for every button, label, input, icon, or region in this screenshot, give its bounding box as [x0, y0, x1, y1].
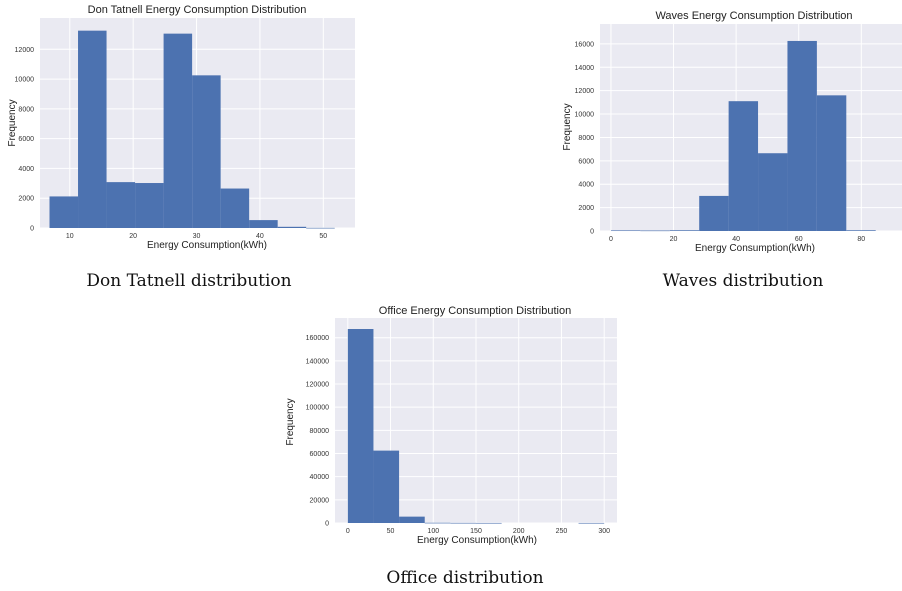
x-tick-label: 0 [346, 528, 350, 535]
y-axis-label: Frequency [562, 103, 573, 150]
x-tick-label: 20 [129, 233, 137, 240]
y-tick-label: 8000 [18, 106, 34, 113]
x-tick-label: 50 [319, 233, 327, 240]
histogram-bar [476, 523, 502, 524]
x-tick-label: 10 [66, 233, 74, 240]
histogram-bar [221, 189, 250, 228]
waves-histogram: 0 2000 4000 6000 8000 10000 12000 14000 16000 0 20… [555, 0, 902, 262]
y-axis-label: Frequency [7, 99, 18, 146]
y-tick-label: 4000 [18, 166, 34, 173]
office-figure: 0 20000 40000 60000 80000 100000 120000 140000 1… [280, 300, 630, 562]
x-axis-label: Energy Consumption(kWh) [147, 240, 267, 251]
histogram-bar [579, 523, 605, 524]
y-tick-label: 12000 [575, 88, 595, 95]
waves-figure: 0 2000 4000 6000 8000 10000 12000 14000 16000 0 20… [555, 0, 902, 262]
histogram-bar [611, 230, 640, 231]
office-histogram: 0 20000 40000 60000 80000 100000 120000 140000 1… [280, 300, 630, 562]
histogram-bar [249, 220, 278, 228]
histogram-bar [450, 523, 476, 524]
chart-title: Waves Energy Consumption Distribution [655, 10, 852, 22]
histogram-bar [373, 451, 399, 523]
x-tick-label: 150 [470, 528, 482, 535]
x-tick-label: 60 [795, 236, 803, 243]
y-tick-label: 20000 [310, 497, 330, 504]
histogram-bar [78, 31, 107, 228]
don-tatnell-figure: 0 2000 4000 6000 8000 10000 12000 10 20 30 40 50 Do… [0, 0, 380, 262]
y-tick-label: 8000 [578, 135, 594, 142]
histogram-bar [670, 230, 699, 231]
chart-title: Office Energy Consumption Distribution [379, 305, 571, 317]
x-tick-label: 30 [193, 233, 201, 240]
y-tick-label: 120000 [306, 382, 329, 389]
histogram-bar [817, 95, 846, 231]
histogram-bar [107, 182, 136, 228]
y-tick-label: 80000 [310, 428, 330, 435]
x-tick-label: 0 [609, 236, 613, 243]
y-tick-label: 10000 [15, 77, 35, 84]
y-tick-label: 40000 [310, 474, 330, 481]
x-tick-label: 300 [598, 528, 610, 535]
y-tick-label: 12000 [15, 47, 35, 54]
y-tick-label: 2000 [18, 196, 34, 203]
y-tick-label: 2000 [578, 205, 594, 212]
x-tick-label: 20 [670, 236, 678, 243]
y-tick-label: 160000 [306, 335, 329, 342]
y-tick-label: 0 [30, 226, 34, 233]
x-tick-label: 40 [256, 233, 264, 240]
y-tick-label: 16000 [575, 41, 595, 48]
don-tatnell-caption: Don Tatnell distribution [40, 271, 338, 291]
y-tick-label: 6000 [18, 136, 34, 143]
y-tick-label: 60000 [310, 451, 330, 458]
histogram-bar [278, 227, 307, 228]
chart-title: Don Tatnell Energy Consumption Distribut… [88, 4, 307, 16]
y-tick-label: 0 [590, 229, 594, 236]
x-tick-label: 200 [513, 528, 525, 535]
x-tick-label: 50 [387, 528, 395, 535]
histogram-bar [640, 231, 669, 232]
don-tatnell-histogram: 0 2000 4000 6000 8000 10000 12000 10 20 30 40 50 Do… [0, 0, 380, 262]
x-tick-label: 250 [556, 528, 568, 535]
waves-caption: Waves distribution [645, 271, 841, 291]
y-tick-label: 4000 [578, 182, 594, 189]
y-axis-label: Frequency [285, 398, 296, 445]
histogram-bar [699, 196, 728, 231]
x-tick-label: 100 [427, 528, 439, 535]
histogram-bar [348, 329, 374, 523]
y-tick-label: 14000 [575, 65, 595, 72]
histogram-bar [399, 517, 425, 523]
y-tick-label: 10000 [575, 112, 595, 119]
histogram-bar [306, 228, 335, 229]
office-caption: Office distribution [365, 568, 565, 588]
histogram-bar [846, 230, 875, 231]
histogram-bar [729, 101, 758, 231]
histogram-bar [135, 183, 164, 228]
x-tick-label: 40 [732, 236, 740, 243]
x-axis-label: Energy Consumption(kWh) [417, 535, 537, 546]
histogram-bar [192, 75, 221, 228]
y-tick-label: 100000 [306, 405, 329, 412]
histogram-bar [50, 196, 79, 228]
x-tick-label: 80 [857, 236, 865, 243]
histogram-bar [758, 153, 787, 231]
histogram-bar [164, 34, 193, 228]
histogram-bar [787, 41, 816, 231]
histogram-bar [425, 523, 451, 524]
y-tick-label: 140000 [306, 358, 329, 365]
x-axis-label: Energy Consumption(kWh) [695, 243, 815, 254]
y-tick-label: 6000 [578, 158, 594, 165]
y-tick-label: 0 [325, 521, 329, 528]
